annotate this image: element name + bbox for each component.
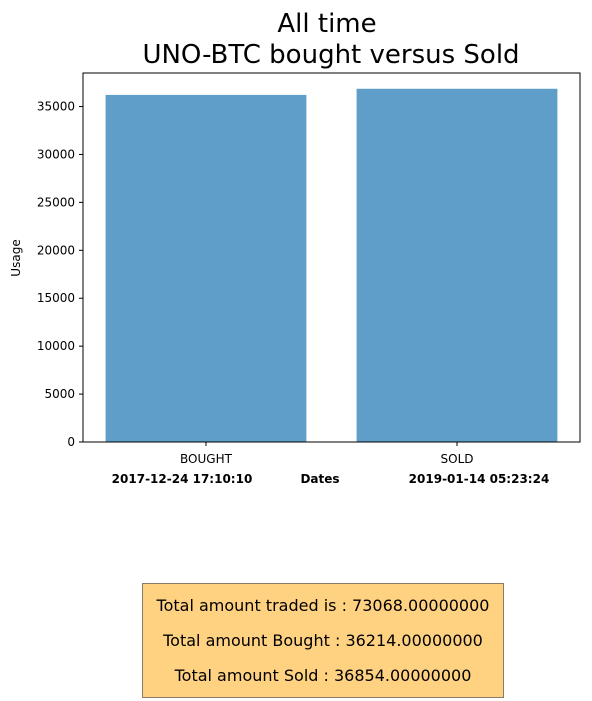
summary-box: Total amount traded is : 73068.00000000 …	[142, 583, 504, 698]
y-axis-label: Usage	[9, 239, 23, 276]
x-tick-label: BOUGHT	[180, 452, 233, 466]
total-sold-text: Total amount Sold : 36854.00000000	[174, 666, 472, 685]
bar-sold	[356, 88, 558, 443]
date-end-label: 2019-01-14 05:23:24	[409, 472, 550, 486]
y-tick-label: 30000	[37, 147, 75, 161]
y-tick-label: 0	[67, 435, 75, 449]
y-tick-label: 15000	[37, 291, 75, 305]
chart-title-line-1: All time	[277, 9, 376, 39]
plot-frame	[82, 72, 581, 443]
y-tick-label: 5000	[44, 387, 75, 401]
date-start-label: 2017-12-24 17:10:10	[112, 472, 253, 486]
y-tick-label: 25000	[37, 195, 75, 209]
y-tick-label: 35000	[37, 100, 75, 114]
total-traded-text: Total amount traded is : 73068.00000000	[156, 596, 490, 615]
x-tick-label: SOLD	[441, 452, 474, 466]
total-bought-text: Total amount Bought : 36214.00000000	[163, 631, 483, 650]
chart-title-line-2: UNO-BTC bought versus Sold	[142, 40, 519, 70]
y-tick-label: 20000	[37, 243, 75, 257]
y-tick-label: 10000	[37, 339, 75, 353]
bar-bought	[105, 94, 307, 442]
x-axis-label: Dates	[300, 472, 339, 486]
